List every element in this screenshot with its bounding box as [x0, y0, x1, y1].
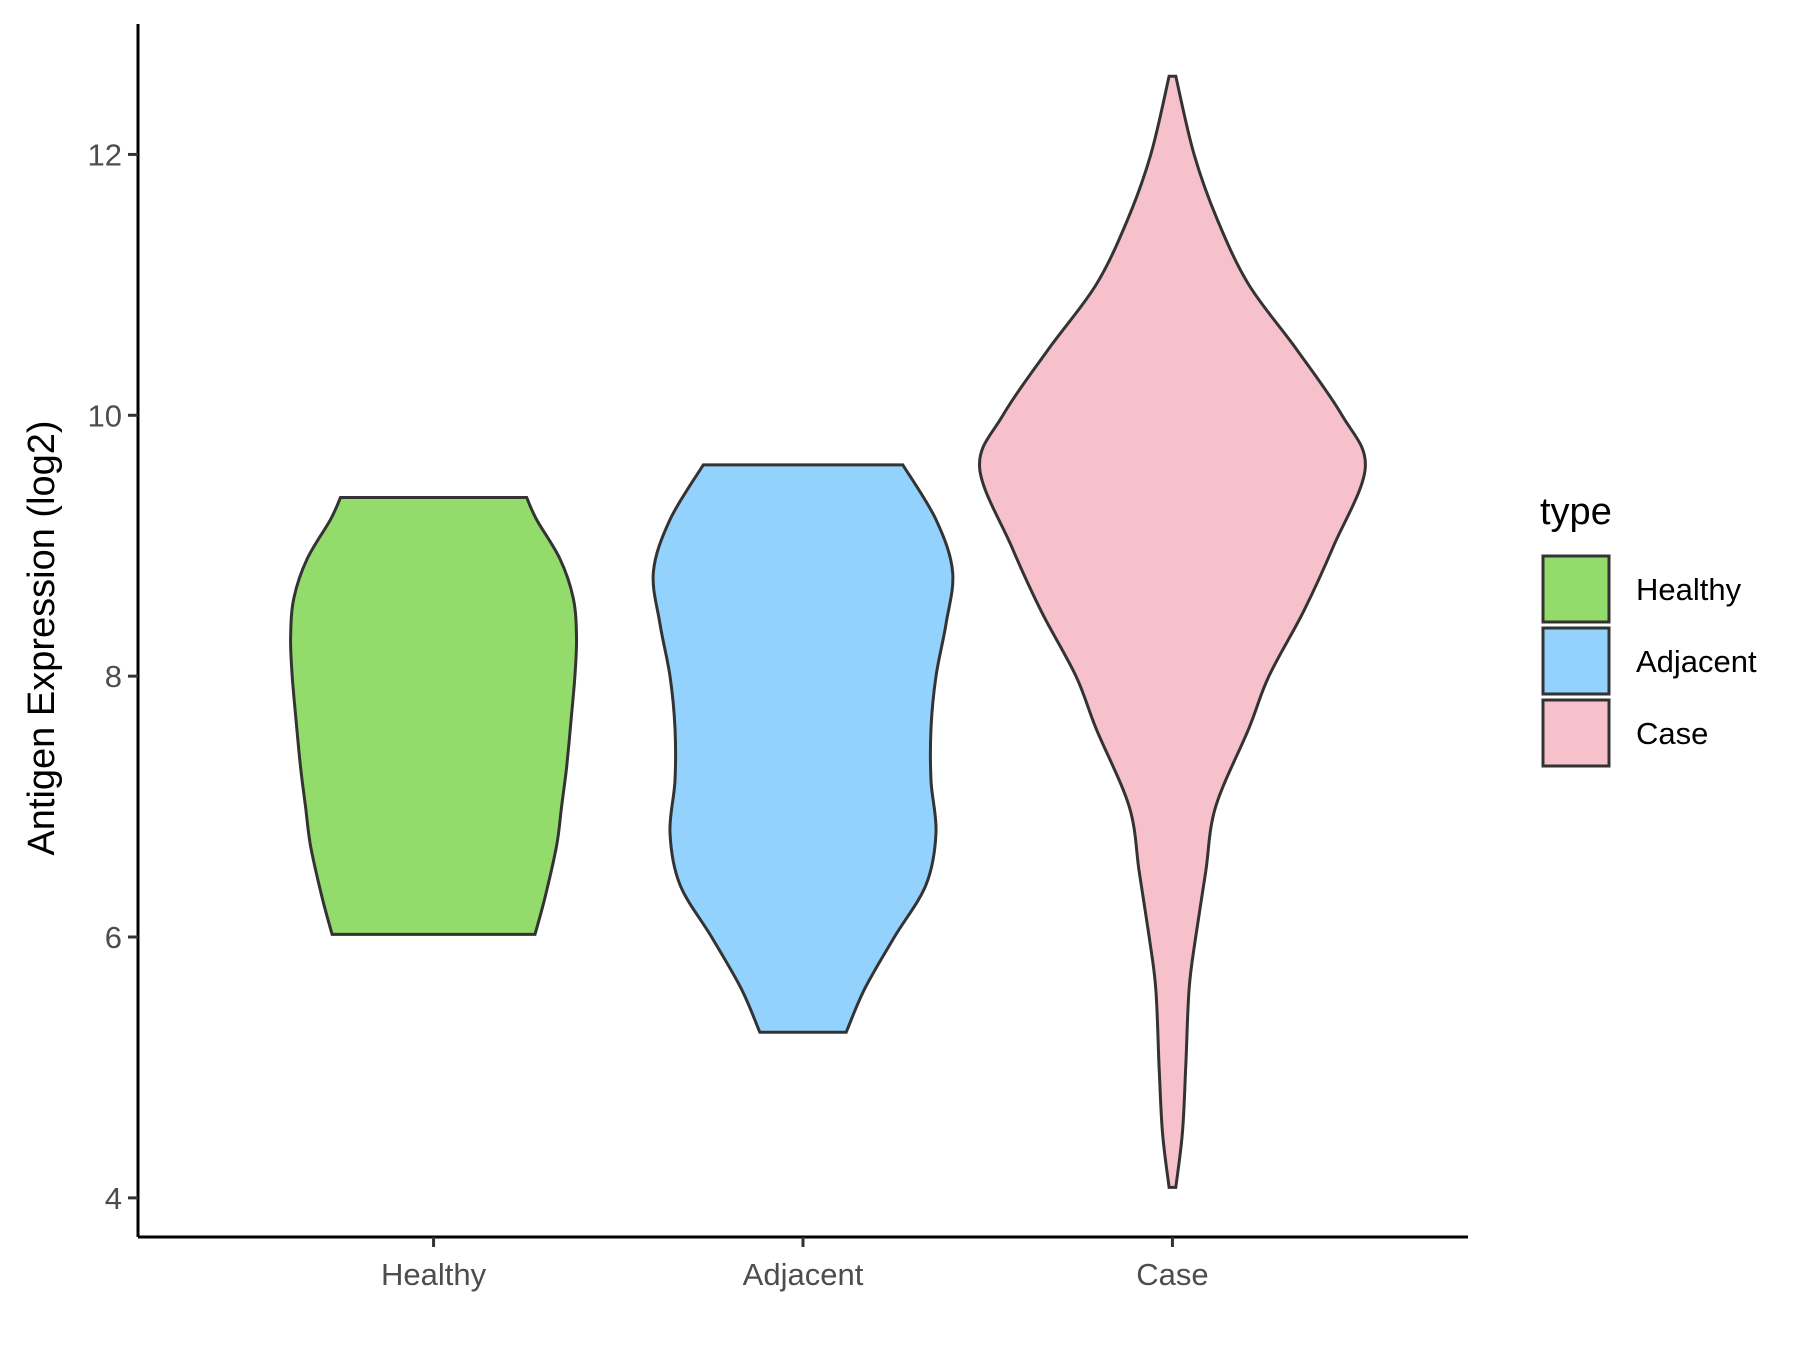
y-axis-title: Antigen Expression (log2) [21, 420, 63, 855]
y-tick-label: 4 [105, 1181, 122, 1216]
y-tick-label: 12 [88, 137, 122, 172]
violin-adjacent [651, 463, 955, 1034]
legend-swatch-case [1541, 698, 1611, 768]
x-tick-label: Adjacent [743, 1257, 864, 1292]
violin-layer [289, 74, 1367, 1189]
legend-label-case: Case [1636, 716, 1708, 751]
violin-case [978, 74, 1367, 1189]
x-axis-ticks: Healthy Adjacent Case [381, 1237, 1209, 1292]
legend: Healthy Adjacent Case [1541, 554, 1757, 768]
legend-swatch-adjacent [1541, 626, 1611, 696]
violin-healthy [289, 496, 579, 936]
x-tick-label: Case [1136, 1257, 1208, 1292]
legend-label-healthy: Healthy [1636, 572, 1742, 607]
y-tick-label: 10 [88, 398, 122, 433]
legend-label-adjacent: Adjacent [1636, 644, 1757, 679]
y-tick-label: 8 [105, 659, 122, 694]
x-tick-label: Healthy [381, 1257, 487, 1292]
legend-title: type [1540, 491, 1612, 533]
legend-swatch-healthy [1541, 554, 1611, 624]
y-tick-label: 6 [105, 920, 122, 955]
y-axis-ticks: 4 6 8 10 12 [88, 137, 138, 1216]
